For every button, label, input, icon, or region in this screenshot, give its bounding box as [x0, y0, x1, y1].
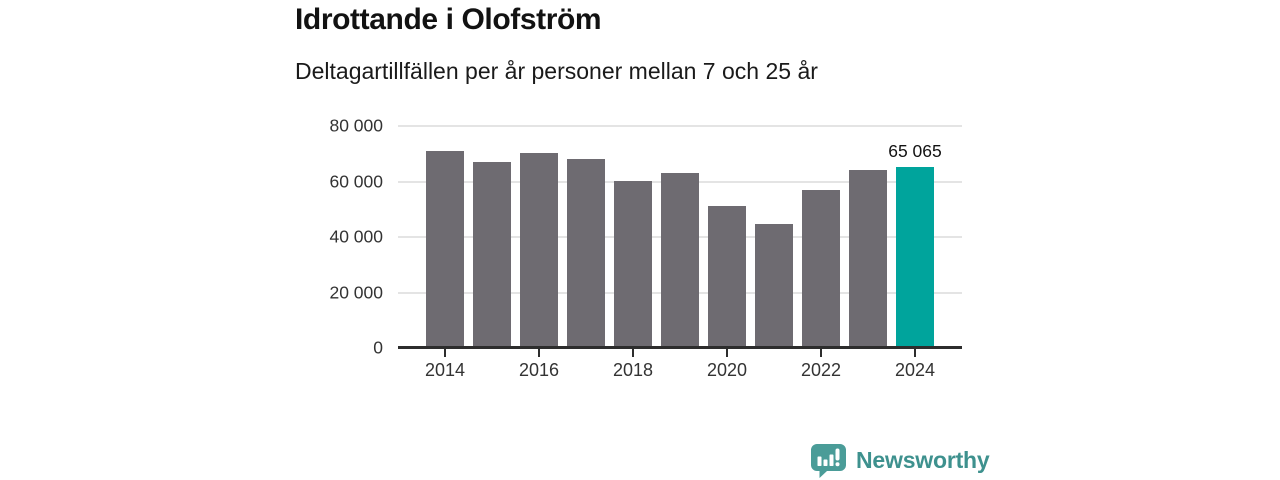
x-axis-tick: [914, 349, 916, 357]
bar-2014: [426, 150, 464, 348]
bar-2017: [567, 158, 605, 348]
x-axis-tick: [820, 349, 822, 357]
bar-2024: [896, 167, 934, 348]
bar-2019: [661, 172, 699, 348]
gridline-80000: [398, 125, 962, 127]
x-axis-tick-label: 2020: [706, 360, 748, 380]
bar-2023: [849, 169, 887, 348]
y-axis-tick-label: 40 000: [329, 226, 383, 247]
x-axis-tick: [726, 349, 728, 357]
plot-area: 0 20 000 40 000 60 000 80 000 2014 2016 2018 202…: [329, 116, 962, 380]
y-axis-tick-label: 80 000: [329, 115, 383, 136]
y-axis-tick-label: 20 000: [329, 282, 383, 302]
x-axis-tick: [444, 349, 446, 357]
x-axis-tick-label: 2016: [518, 360, 560, 380]
chart-title: Idrottande i Olofström: [295, 3, 602, 36]
x-axis-line: [398, 346, 962, 349]
bar-2018: [614, 181, 652, 348]
x-axis-tick-label: 2022: [800, 360, 842, 380]
bar-2015: [473, 162, 511, 348]
bar-2016: [520, 152, 558, 348]
x-axis-tick-label: 2014: [424, 360, 466, 380]
newsworthy-bubble-chart-icon: [811, 444, 846, 478]
chart-subtitle: Deltagartillfällen per år personer mella…: [295, 58, 818, 84]
bar-2020: [708, 206, 746, 348]
newsworthy-logo-text: Newsworthy: [856, 447, 990, 473]
y-axis-tick-label: 0: [373, 337, 383, 358]
x-axis-tick-label: 2024: [894, 360, 936, 380]
bar-value-label: 65 065: [888, 141, 942, 162]
newsworthy-logo: Newsworthy: [810, 443, 990, 478]
bar-2021: [755, 224, 793, 348]
bar-2022: [802, 190, 840, 348]
x-axis-tick-label: 2018: [612, 360, 654, 380]
y-axis-tick-label: 60 000: [329, 171, 383, 191]
x-axis-tick: [632, 349, 634, 357]
x-axis-tick: [538, 349, 540, 357]
